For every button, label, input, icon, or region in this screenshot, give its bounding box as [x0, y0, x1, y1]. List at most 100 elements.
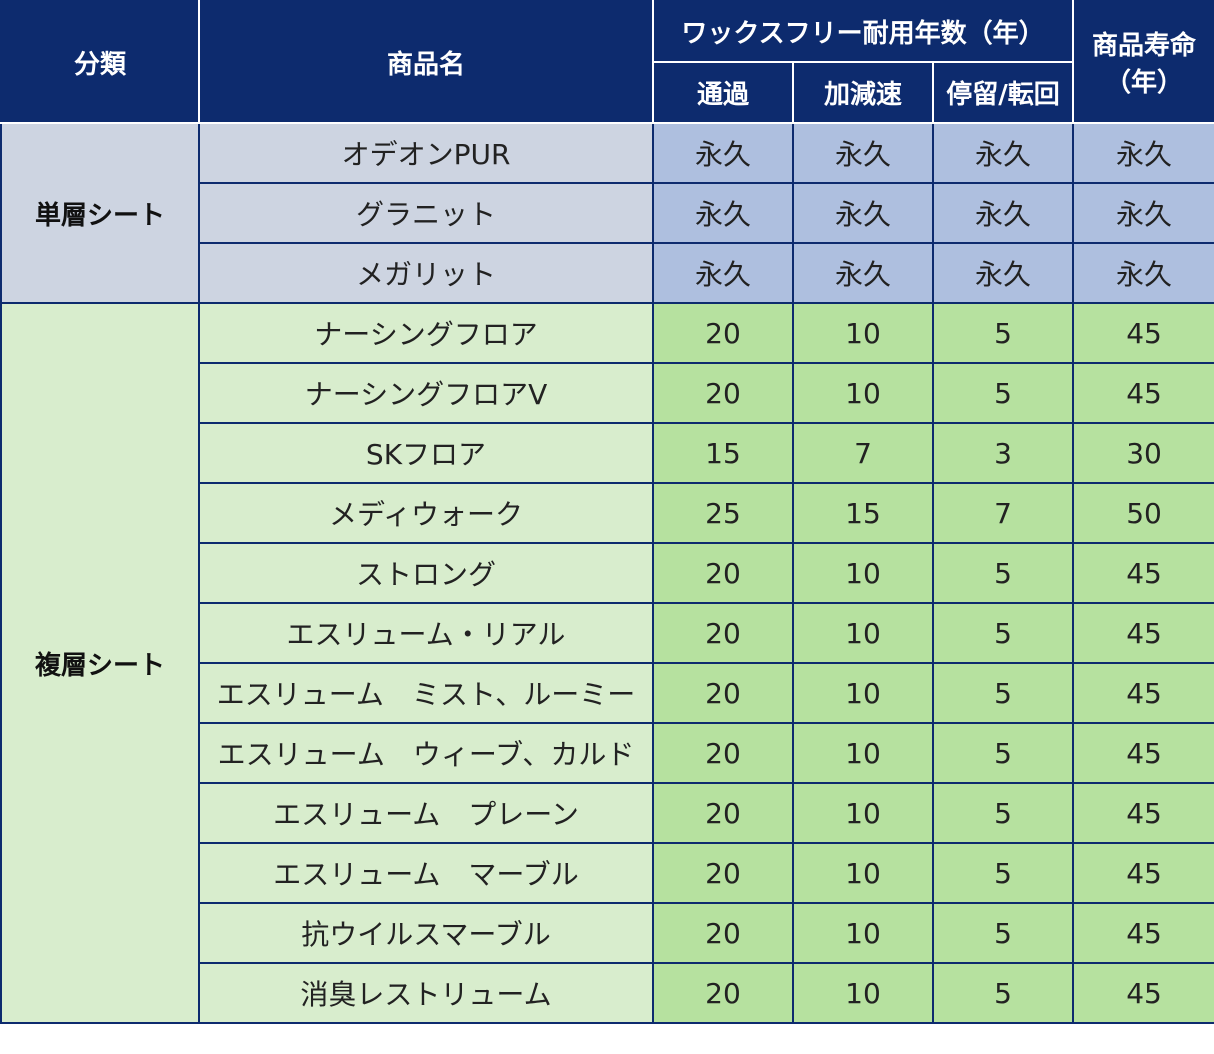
product-life-value: 45	[1072, 362, 1214, 424]
stop-turn-value: 5	[931, 302, 1075, 364]
product-life-value: 50	[1072, 482, 1214, 544]
stop-turn-value: 永久	[931, 122, 1075, 184]
stop-turn-value: 5	[931, 362, 1075, 424]
product-life-value: 45	[1072, 722, 1214, 784]
table-row: 複層シート ナーシングフロア 20 10 5 45	[0, 302, 1214, 1024]
pass-through-value: 20	[652, 542, 794, 604]
table-row: エスリューム プレーン 20 10 5 45	[1, 782, 1214, 844]
table-row: エスリューム マーブル 20 10 5 45	[1, 842, 1214, 904]
product-name-cell: ナーシングフロアV	[198, 362, 654, 424]
stop-turn-value: 7	[931, 482, 1075, 544]
product-life-value: 45	[1072, 962, 1214, 1024]
table-row: ナーシングフロアV 20 10 5 45	[1, 362, 1214, 424]
category-cell: 単層シート	[0, 122, 200, 304]
product-name-header: 商品名	[198, 0, 654, 124]
table-header: 分類 商品名 ワックスフリー耐用年数（年） 商品寿命（年） 通過 加減速 停留/…	[0, 0, 1214, 124]
acceleration-header: 加減速	[792, 61, 934, 124]
stop-turn-value: 5	[931, 722, 1075, 784]
product-name-cell: ナーシングフロア	[198, 302, 654, 364]
product-name-cell: オデオンPUR	[198, 122, 654, 184]
pass-through-value: 永久	[652, 242, 794, 304]
pass-through-value: 15	[652, 422, 794, 484]
acceleration-value: 10	[792, 662, 934, 724]
product-life-value: 永久	[1072, 182, 1214, 244]
table-row: エスリューム ミスト、ルーミー 20 10 5 45	[1, 662, 1214, 724]
acceleration-value: 10	[792, 842, 934, 904]
acceleration-value: 10	[792, 962, 934, 1024]
product-life-header: 商品寿命（年）	[1072, 0, 1214, 124]
acceleration-value: 10	[792, 722, 934, 784]
pass-through-value: 20	[652, 782, 794, 844]
product-name-cell: メディウォーク	[198, 482, 654, 544]
table-row: 抗ウイルスマーブル 20 10 5 45	[1, 902, 1214, 964]
stop-turn-value: 永久	[931, 242, 1075, 304]
stop-turn-value: 3	[931, 422, 1075, 484]
product-life-value: 45	[1072, 902, 1214, 964]
product-life-value: 45	[1072, 542, 1214, 604]
product-life-value: 45	[1072, 602, 1214, 664]
pass-through-value: 永久	[652, 122, 794, 184]
durability-table: 分類 商品名 ワックスフリー耐用年数（年） 商品寿命（年） 通過 加減速 停留/…	[0, 0, 1214, 1024]
category-cell: 複層シート	[0, 302, 200, 1024]
table-body: 単層シート オデオンPUR 永久 永久 永久 永久 グラニット 永久 永久 永久 永久 メガリット 永久…	[0, 122, 1214, 1024]
table-row: ストロング 20 10 5 45	[1, 542, 1214, 604]
product-name-cell: エスリューム マーブル	[198, 842, 654, 904]
product-life-value: 永久	[1072, 122, 1214, 184]
acceleration-value: 10	[792, 902, 934, 964]
acceleration-value: 10	[792, 302, 934, 364]
product-name-cell: エスリューム・リアル	[198, 602, 654, 664]
product-name-cell: エスリューム ウィーブ、カルド	[198, 722, 654, 784]
product-name-cell: エスリューム ミスト、ルーミー	[198, 662, 654, 724]
stop-turn-value: 5	[931, 902, 1075, 964]
pass-through-header: 通過	[652, 61, 794, 124]
acceleration-value: 永久	[792, 182, 934, 244]
stop-turn-value: 5	[931, 542, 1075, 604]
table-row: エスリューム・リアル 20 10 5 45	[1, 602, 1214, 664]
pass-through-value: 20	[652, 902, 794, 964]
category-header: 分類	[0, 0, 200, 124]
table-row: SKフロア 15 7 3 30	[1, 422, 1214, 484]
product-life-value: 45	[1072, 662, 1214, 724]
table-row: グラニット 永久 永久 永久 永久	[1, 182, 1214, 244]
stop-turn-value: 5	[931, 782, 1075, 844]
stop-turn-value: 5	[931, 842, 1075, 904]
pass-through-value: 20	[652, 962, 794, 1024]
acceleration-value: 永久	[792, 122, 934, 184]
product-life-value: 45	[1072, 782, 1214, 844]
table-row: 単層シート オデオンPUR 永久 永久 永久 永久	[0, 122, 1214, 304]
product-name-cell: グラニット	[198, 182, 654, 244]
product-life-value: 永久	[1072, 242, 1214, 304]
acceleration-value: 7	[792, 422, 934, 484]
stop-turn-value: 5	[931, 962, 1075, 1024]
acceleration-value: 10	[792, 602, 934, 664]
pass-through-value: 20	[652, 842, 794, 904]
table-row: メガリット 永久 永久 永久 永久	[1, 242, 1214, 304]
pass-through-value: 20	[652, 662, 794, 724]
pass-through-value: 20	[652, 602, 794, 664]
table-row: メディウォーク 25 15 7 50	[1, 482, 1214, 544]
product-name-cell: エスリューム プレーン	[198, 782, 654, 844]
stop-turn-header: 停留/転回	[931, 61, 1075, 124]
product-life-value: 30	[1072, 422, 1214, 484]
acceleration-value: 永久	[792, 242, 934, 304]
pass-through-value: 25	[652, 482, 794, 544]
product-name-cell: ストロング	[198, 542, 654, 604]
acceleration-value: 15	[792, 482, 934, 544]
product-name-cell: 消臭レストリューム	[198, 962, 654, 1024]
stop-turn-value: 5	[931, 602, 1075, 664]
product-life-value: 45	[1072, 302, 1214, 364]
table-row: エスリューム ウィーブ、カルド 20 10 5 45	[1, 722, 1214, 784]
product-name-cell: SKフロア	[198, 422, 654, 484]
pass-through-value: 20	[652, 722, 794, 784]
table-row: 消臭レストリューム 20 10 5 45	[1, 962, 1214, 1024]
acceleration-value: 10	[792, 782, 934, 844]
product-name-cell: メガリット	[198, 242, 654, 304]
pass-through-value: 永久	[652, 182, 794, 244]
pass-through-value: 20	[652, 362, 794, 424]
wax-free-years-header: ワックスフリー耐用年数（年）	[651, 0, 1075, 63]
product-life-value: 45	[1072, 842, 1214, 904]
product-name-cell: 抗ウイルスマーブル	[198, 902, 654, 964]
pass-through-value: 20	[652, 302, 794, 364]
acceleration-value: 10	[792, 542, 934, 604]
acceleration-value: 10	[792, 362, 934, 424]
